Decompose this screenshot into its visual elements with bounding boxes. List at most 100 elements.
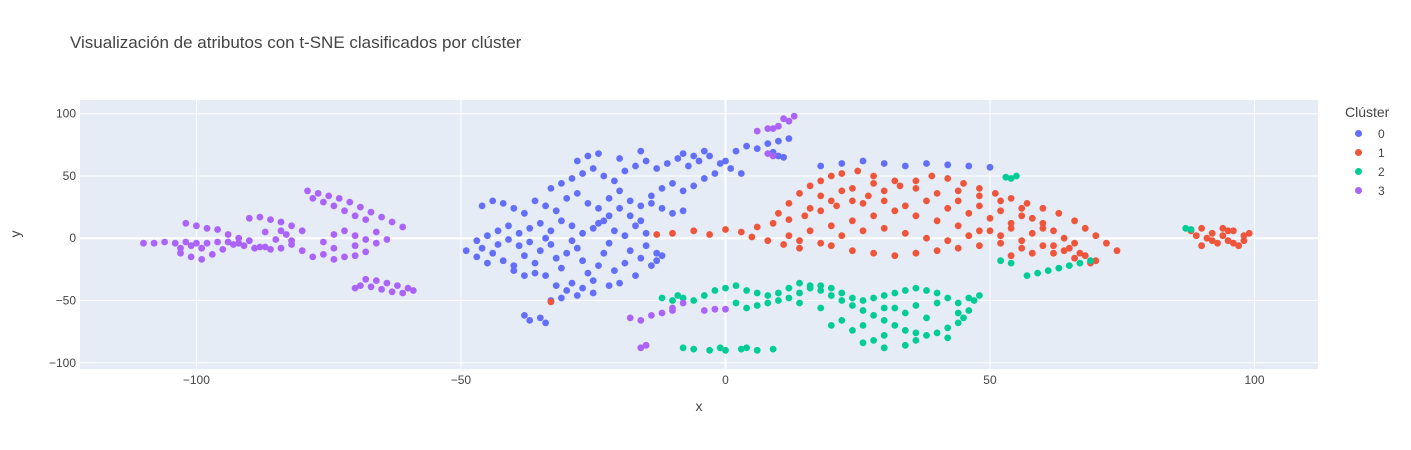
data-point [521,312,528,319]
data-point [584,200,592,207]
legend-label: 0 [1378,126,1385,141]
data-point [473,253,481,261]
data-point [1240,232,1248,240]
data-point [224,238,232,246]
data-point [954,299,962,307]
data-point [859,322,867,329]
data-point [806,204,814,212]
data-point [706,152,713,160]
legend-item-cluster-0[interactable]: 0 [1345,124,1389,143]
data-point [1230,227,1237,235]
data-point [367,283,375,291]
data-point [1182,224,1190,232]
series-cluster-0 [462,135,994,327]
data-point [632,272,639,279]
data-point [849,247,856,255]
data-point [891,177,899,185]
data-point [1055,209,1063,217]
data-point [753,127,761,135]
data-point [298,247,306,255]
data-point [817,207,825,215]
data-point [558,180,565,187]
data-point [806,227,814,235]
data-point [214,226,222,233]
data-point [1076,259,1084,267]
data-point [785,200,793,207]
data-point [753,223,761,231]
data-point [1039,204,1047,212]
data-point [849,327,856,334]
data-point [568,222,576,230]
data-point [965,294,973,302]
data-point [780,153,787,161]
data-point [679,150,687,158]
data-point [901,287,909,294]
legend-marker [1355,168,1362,175]
data-point [817,282,825,289]
data-point [838,170,846,177]
data-point [785,216,793,224]
data-point [600,217,608,225]
data-point [1224,237,1232,245]
data-point [351,284,359,292]
data-point [854,167,862,175]
data-point [960,180,967,187]
data-point [177,249,184,257]
data-point [653,231,661,238]
data-point [1007,252,1015,260]
data-point [753,289,761,297]
data-point [309,195,317,202]
data-point [870,249,877,257]
data-point [1219,232,1227,240]
data-point [796,279,803,287]
legend-item-cluster-1[interactable]: 1 [1345,143,1389,162]
legend-label: 2 [1378,164,1385,179]
data-point [330,244,338,252]
data-point [304,187,311,195]
data-point [235,239,243,247]
data-point [986,163,994,171]
data-point [367,208,375,216]
data-point [536,219,544,227]
data-point [785,117,793,125]
data-point [912,284,920,292]
data-point [669,297,676,304]
data-point [605,239,613,247]
data-point [203,239,211,247]
data-point [193,239,200,247]
data-point [1028,214,1036,222]
data-point [288,222,295,230]
data-point [351,242,359,250]
data-point [589,165,597,172]
data-point [722,226,729,233]
data-point [880,197,888,205]
data-point [203,224,211,232]
data-point [965,232,973,240]
data-point [743,287,750,294]
data-point [827,222,835,230]
data-point [997,257,1004,265]
data-point [775,137,782,145]
x-tick-label: 0 [722,373,729,387]
data-point [954,319,962,327]
data-point [901,309,909,317]
data-point [372,228,380,236]
data-point [611,267,618,274]
data-point [648,200,655,207]
data-point [997,232,1004,240]
data-point [362,248,370,256]
data-point [1113,247,1121,255]
data-point [531,269,539,277]
data-point [1028,229,1036,237]
data-point [849,294,856,302]
data-point [711,305,719,313]
data-point [679,299,687,307]
legend-item-cluster-2[interactable]: 2 [1345,162,1389,181]
legend-item-cluster-3[interactable]: 3 [1345,181,1389,200]
data-point [579,284,586,292]
data-point [976,202,983,210]
data-point [764,125,772,132]
data-point [732,299,740,307]
data-point [579,170,586,177]
data-point [870,294,877,302]
